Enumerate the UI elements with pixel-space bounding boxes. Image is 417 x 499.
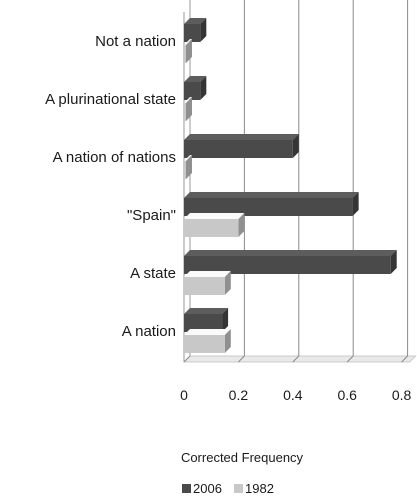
- category-label: Not a nation: [95, 33, 176, 50]
- bar-1982: [184, 271, 231, 295]
- bar-front: [184, 140, 293, 158]
- x-tick-labels: 0 0.2 0.4 0.6 0.8: [180, 387, 411, 403]
- bar-2006: [184, 192, 359, 216]
- bar-front: [184, 82, 201, 100]
- x-tick-label: 0: [180, 387, 188, 403]
- legend: 2006 1982: [182, 481, 274, 496]
- bar-top: [184, 329, 231, 335]
- bar-front: [184, 198, 353, 216]
- category-label: A state: [130, 265, 176, 282]
- bar-front: [184, 314, 223, 332]
- bar-side: [186, 97, 192, 121]
- category-label: "Spain": [127, 207, 176, 224]
- category-label: A nation: [122, 323, 176, 340]
- bar-2006: [184, 76, 207, 100]
- chart-floor: [183, 355, 417, 363]
- bar-front: [184, 45, 186, 63]
- grid-line-depth: [401, 355, 408, 363]
- bar-top: [184, 308, 229, 314]
- bar-side: [186, 155, 192, 179]
- bar-2006: [184, 250, 397, 274]
- grid-line-depth: [238, 355, 245, 363]
- bar-side: [200, 18, 207, 42]
- x-tick-label: 0.8: [392, 387, 412, 403]
- bar-top: [184, 39, 192, 45]
- bar-side: [222, 308, 229, 332]
- category-label: A plurinational state: [45, 91, 176, 108]
- bar-top: [184, 76, 207, 82]
- bar-top: [184, 213, 245, 219]
- bar-side: [292, 134, 299, 158]
- bar-1982: [184, 213, 245, 237]
- bars: [184, 18, 397, 353]
- category-labels: Not a nation A plurinational state A natio…: [45, 33, 176, 340]
- bar-1982: [184, 39, 192, 63]
- grid-line-depth: [292, 355, 300, 363]
- bar-front: [184, 161, 186, 179]
- bar-front: [184, 103, 186, 121]
- bar-2006: [184, 18, 207, 42]
- bar-front: [184, 219, 239, 237]
- bar-side: [238, 213, 245, 237]
- bar-top: [184, 97, 192, 103]
- bar-2006: [184, 308, 229, 332]
- bar-front: [184, 256, 391, 274]
- bar-front: [184, 335, 225, 353]
- x-tick-label: 0.2: [229, 387, 249, 403]
- bar-1982: [184, 329, 231, 353]
- grid-line-depth: [346, 355, 354, 363]
- bar-top: [184, 18, 207, 24]
- x-axis-title: Corrected Frequency: [181, 450, 304, 465]
- legend-label: 1982: [245, 481, 274, 496]
- bar-side: [200, 76, 207, 100]
- bar-side: [352, 192, 359, 216]
- bar-1982: [184, 97, 192, 121]
- bar-2006: [184, 134, 299, 158]
- grid-lines: [183, 0, 417, 363]
- legend-label: 2006: [193, 481, 222, 496]
- category-label: A nation of nations: [53, 149, 176, 166]
- bar-1982: [184, 155, 192, 179]
- legend-swatch: [234, 484, 243, 493]
- bar-top: [184, 271, 231, 277]
- legend-swatch: [182, 484, 191, 493]
- bar-top: [184, 192, 359, 198]
- bar-front: [184, 24, 201, 42]
- x-tick-label: 0.6: [337, 387, 357, 403]
- bar-front: [184, 277, 225, 295]
- grid-line-depth: [183, 355, 191, 363]
- bar-side: [390, 250, 397, 274]
- bar-top: [184, 155, 192, 161]
- bar-top: [184, 134, 299, 140]
- bar-top: [184, 250, 397, 256]
- x-tick-label: 0.4: [283, 387, 303, 403]
- bar-side: [186, 39, 192, 63]
- bar-side: [224, 271, 231, 295]
- bar-side: [224, 329, 231, 353]
